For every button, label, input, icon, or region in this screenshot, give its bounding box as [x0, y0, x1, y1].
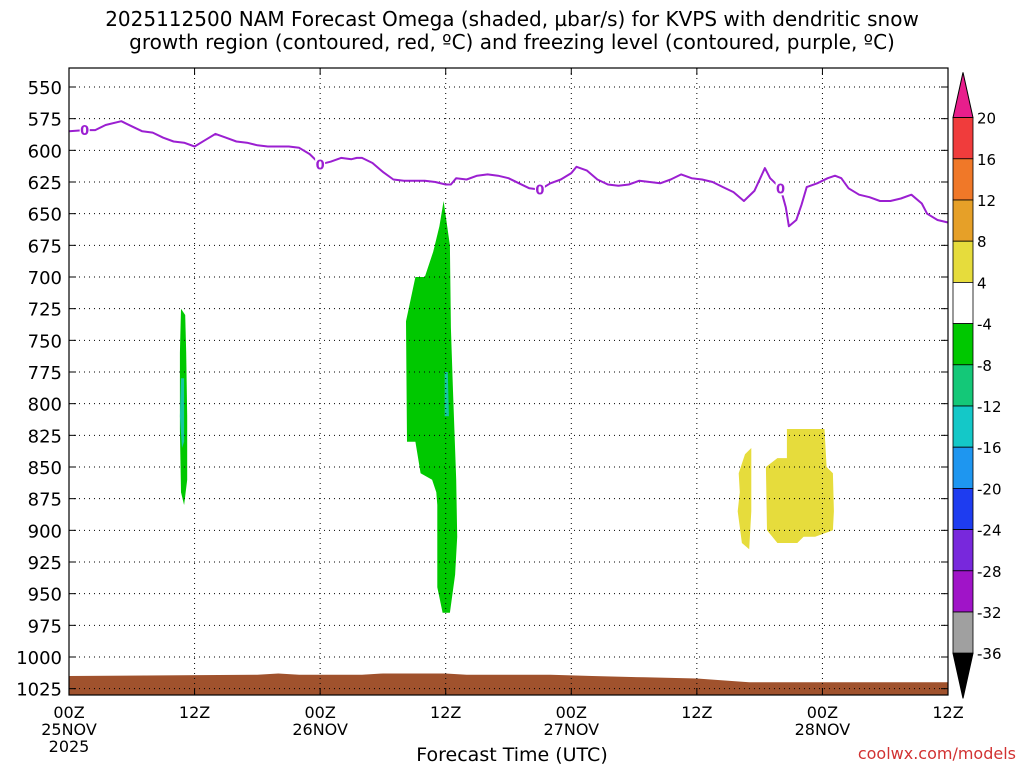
freezing-level-label: 0 — [535, 184, 544, 199]
contour-label-bg — [534, 181, 545, 197]
y-tick-label: 650 — [28, 205, 62, 226]
y-tick-label: 850 — [28, 458, 62, 479]
colorbar-swatch — [952, 364, 974, 407]
grid-layer — [68, 68, 949, 695]
terrain-fill — [69, 673, 948, 695]
y-tick-label: 950 — [28, 585, 62, 606]
colorbar-swatch — [952, 117, 974, 160]
x-tick-label: 26NOV — [292, 720, 348, 739]
axes-layer: 550 575 600 625 650 675 700 725 750 775 800 825 850 8… — [16, 67, 964, 756]
freezing-level-label: 0 — [776, 182, 785, 197]
colorbar-label: -4 — [977, 316, 992, 334]
colorbar-label: 12 — [977, 192, 996, 210]
colorbar-label: 4 — [977, 274, 987, 292]
colorbar-swatch — [952, 323, 974, 366]
credit-text: coolwx.com/models — [857, 744, 1016, 763]
colorbar-swatch — [952, 405, 974, 448]
colorbar-swatch — [952, 529, 974, 572]
y-tick-label: 800 — [28, 395, 62, 416]
x-tick-label: 00Z — [556, 703, 587, 722]
x-tick-label: 00Z — [807, 703, 838, 722]
y-tick-label: 1025 — [16, 680, 62, 701]
y-tick-label: 825 — [28, 426, 62, 447]
colorbar-swatch — [952, 611, 974, 654]
contour-label-bg — [775, 180, 786, 196]
colorbar: 20 16 12 8 4 -4 -8 -12 -16 -20 -24 -28 -32 -36 — [952, 72, 1002, 699]
y-tick-label: 925 — [28, 553, 62, 574]
x-tick-label: 12Z — [681, 703, 712, 722]
colorbar-label: -12 — [977, 398, 1002, 416]
colorbar-label: -16 — [977, 439, 1002, 457]
y-tick-label: 675 — [28, 236, 62, 257]
colorbar-arrow-top — [952, 72, 974, 119]
omega-region-5 — [765, 429, 834, 543]
colorbar-label: 16 — [977, 151, 996, 169]
contour-label-bg — [315, 156, 326, 172]
freezing-level-line — [68, 120, 949, 228]
x-tick-label: 12Z — [179, 703, 210, 722]
y-tick-label: 700 — [28, 268, 62, 289]
y-tick-label: 975 — [28, 616, 62, 637]
x-tick-label: 12Z — [430, 703, 461, 722]
y-tick-label: 875 — [28, 490, 62, 511]
y-tick-label: 600 — [28, 141, 62, 162]
freezing-level-layer: 0 0 0 0 — [68, 120, 949, 228]
y-tick-label: 550 — [28, 78, 62, 99]
colorbar-label: -36 — [977, 645, 1002, 663]
freezing-level-label: 0 — [316, 158, 325, 173]
colorbar-label: 20 — [977, 110, 996, 128]
y-tick-label: 725 — [28, 300, 62, 321]
omega-region-1 — [179, 378, 185, 448]
colorbar-swatch — [952, 158, 974, 201]
x-tick-label: 28NOV — [795, 720, 851, 739]
omega-shading-layer — [179, 201, 834, 613]
colorbar-swatch — [952, 199, 974, 242]
y-tick-label: 900 — [28, 521, 62, 542]
x-tick-label: 25NOV — [41, 720, 97, 739]
x-tick-label: 2025 — [49, 737, 90, 756]
y-tick-label: 625 — [28, 173, 62, 194]
colorbar-label: 8 — [977, 233, 987, 251]
omega-region-2 — [406, 201, 458, 613]
chart-title-line-1: 2025112500 NAM Forecast Omega (shaded, µ… — [105, 7, 919, 31]
y-tick-label: 775 — [28, 363, 62, 384]
contour-label-bg — [79, 122, 90, 138]
colorbar-label: -28 — [977, 563, 1002, 581]
plot-frame — [68, 67, 949, 696]
colorbar-swatch — [952, 240, 974, 283]
colorbar-swatch — [952, 570, 974, 613]
freezing-level-label: 0 — [80, 124, 89, 139]
x-axis-title: Forecast Time (UTC) — [416, 744, 608, 766]
x-tick-label: 00Z — [304, 703, 335, 722]
colorbar-label: -24 — [977, 522, 1002, 540]
colorbar-label: -8 — [977, 357, 992, 375]
colorbar-label: -20 — [977, 480, 1002, 498]
colorbar-label: -32 — [977, 604, 1002, 622]
x-tick-label: 00Z — [53, 703, 84, 722]
colorbar-arrow-bottom — [952, 652, 974, 699]
colorbar-swatch — [952, 446, 974, 489]
x-tick-label: 27NOV — [543, 720, 599, 739]
y-tick-label: 750 — [28, 331, 62, 352]
y-tick-label: 575 — [28, 110, 62, 131]
chart-title-line-2: growth region (contoured, red, ºC) and f… — [129, 30, 895, 54]
terrain-layer — [69, 673, 948, 695]
x-tick-label: 12Z — [932, 703, 963, 722]
y-tick-label: 1000 — [16, 648, 62, 669]
colorbar-swatch — [952, 487, 974, 530]
colorbar-swatch — [952, 281, 974, 324]
